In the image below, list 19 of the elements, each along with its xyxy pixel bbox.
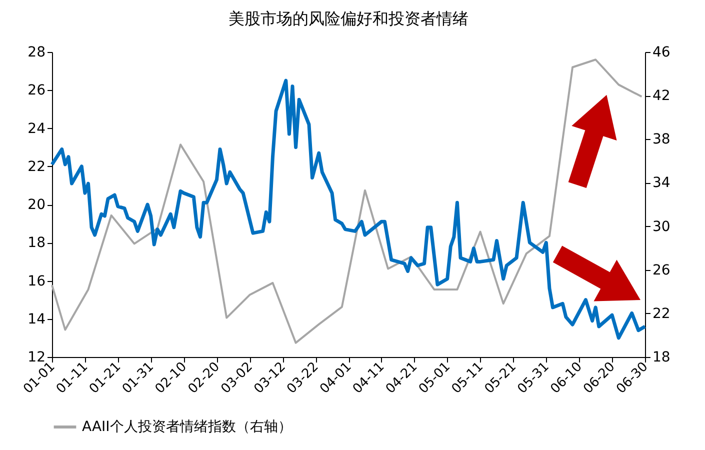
y-tick-label: 14 xyxy=(28,311,46,328)
y2-tick-label: 38 xyxy=(652,132,670,148)
y2-tick-label: 42 xyxy=(652,88,670,104)
y2-tick-label: 46 xyxy=(652,44,670,60)
y-tick-label: 16 xyxy=(28,273,46,290)
y2-tick-label: 30 xyxy=(652,218,670,235)
y-tick-label: 28 xyxy=(28,44,46,60)
legend-label: AAII个人投资者情绪指数（右轴） xyxy=(82,419,292,435)
y2-tick-label: 22 xyxy=(652,306,670,322)
y-tick-label: 22 xyxy=(28,158,46,175)
y2-tick-label: 18 xyxy=(652,350,670,366)
y-tick-label: 12 xyxy=(28,350,46,366)
chart-title: 美股市场的风险偏好和投资者情绪 xyxy=(228,9,468,28)
y2-tick-label: 26 xyxy=(652,262,670,278)
y-tick-label: 24 xyxy=(28,120,46,137)
y-tick-label: 26 xyxy=(28,82,46,99)
y-tick-label: 18 xyxy=(28,235,46,252)
y-tick-label: 20 xyxy=(28,197,46,213)
y2-tick-label: 34 xyxy=(652,175,670,192)
